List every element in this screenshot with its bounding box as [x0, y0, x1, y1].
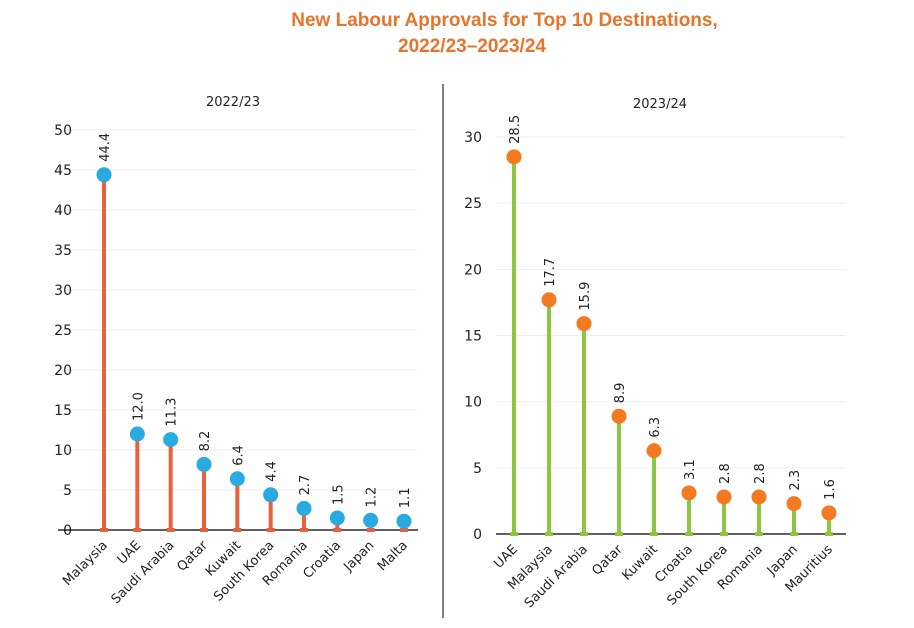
- data-label: 6.4: [231, 445, 246, 466]
- lollipop-marker: [821, 505, 837, 521]
- lollipop-marker: [751, 489, 767, 505]
- x-tick-label: Croatia: [300, 538, 344, 582]
- panel-2022-23: 2022/23 0 5 10 15 20 25 30 35 40 45 50 44.4 Malaysia 1…: [54, 95, 418, 607]
- stem-base: [615, 532, 623, 536]
- data-label: 12.0: [131, 392, 146, 421]
- lollipop-marker: [646, 443, 662, 459]
- lollipop-marker: [196, 456, 212, 472]
- lollipop-marker: [716, 489, 732, 505]
- data-label: 6.3: [648, 417, 663, 438]
- lollipop-marker: [296, 500, 312, 516]
- stem-base: [166, 528, 175, 532]
- stem-base: [685, 532, 693, 536]
- data-label: 44.4: [98, 133, 113, 162]
- stem-base: [399, 528, 408, 532]
- lollipop-marker: [786, 496, 802, 512]
- stem-base: [299, 528, 308, 532]
- data-label: 4.4: [265, 461, 280, 482]
- stem-base: [510, 532, 518, 536]
- y-tick-label: 30: [54, 283, 72, 299]
- stem-base: [720, 532, 728, 536]
- chart-title-line-2: 2022/23–2023/24: [398, 36, 546, 57]
- x-tick-label: Japan: [341, 538, 378, 575]
- stem-base: [650, 532, 658, 536]
- stem-base: [266, 528, 275, 532]
- y-tick-label: 25: [464, 196, 482, 212]
- data-label: 1.1: [398, 488, 413, 509]
- lollipop-marker: [611, 408, 627, 424]
- y-tick-label: 20: [464, 262, 482, 278]
- data-label: 3.1: [683, 459, 698, 480]
- stem-base: [233, 528, 242, 532]
- y-tick-label: 5: [473, 461, 482, 477]
- lollipop-marker: [229, 471, 245, 487]
- stem-base: [199, 528, 208, 532]
- panel-title: 2023/24: [633, 97, 687, 112]
- lollipop-marker: [541, 292, 557, 308]
- lollipop-marker: [129, 426, 145, 442]
- stem-base: [790, 532, 798, 536]
- y-tick-label: 30: [464, 130, 482, 146]
- x-tick-label: Malta: [375, 538, 411, 574]
- lollipop-marker: [576, 316, 592, 332]
- data-label: 8.2: [198, 431, 213, 452]
- data-label: 2.7: [298, 475, 313, 496]
- y-tick-label: 10: [464, 395, 482, 411]
- stem-base: [545, 532, 553, 536]
- y-tick-label: 0: [63, 523, 72, 539]
- data-label: 1.2: [365, 487, 380, 508]
- data-label: 1.5: [331, 484, 346, 505]
- chart-title: New Labour Approvals for Top 10 Destinat…: [0, 8, 914, 60]
- x-tick-label: Saudi Arabia: [522, 542, 591, 611]
- data-label: 2.8: [753, 463, 768, 484]
- y-tick-label: 50: [54, 123, 72, 139]
- data-label: 17.7: [543, 258, 558, 287]
- stem-base: [100, 528, 108, 532]
- lollipop-marker: [329, 510, 345, 526]
- y-tick-label: 35: [54, 243, 72, 259]
- lollipop-marker: [396, 513, 412, 529]
- data-label: 15.9: [578, 282, 593, 311]
- stem-base: [133, 528, 142, 532]
- y-tick-label: 25: [54, 323, 72, 339]
- y-tick-label: 15: [464, 329, 482, 345]
- y-tick-label: 20: [54, 363, 72, 379]
- x-tick-label: UAE: [115, 538, 144, 567]
- lollipop-marker: [96, 167, 112, 183]
- lollipop-marker: [506, 149, 522, 165]
- lollipop-marker: [263, 487, 279, 503]
- data-label: 2.8: [718, 463, 733, 484]
- data-label: 28.5: [508, 115, 523, 144]
- stem-base: [333, 528, 342, 532]
- x-tick-label: Malaysia: [60, 538, 111, 589]
- chart-title-line-1: New Labour Approvals for Top 10 Destinat…: [291, 10, 718, 31]
- data-label: 11.3: [165, 398, 180, 427]
- y-tick-label: 15: [54, 403, 72, 419]
- x-tick-label: UAE: [491, 542, 520, 571]
- data-label: 8.9: [613, 383, 628, 404]
- stem-base: [755, 532, 763, 536]
- y-tick-label: 0: [473, 527, 482, 543]
- lollipop-marker: [363, 512, 379, 528]
- stem-base: [825, 532, 833, 536]
- stem-base: [580, 532, 588, 536]
- y-tick-label: 10: [54, 443, 72, 459]
- stem-base: [366, 528, 375, 532]
- y-tick-label: 45: [54, 163, 72, 179]
- lollipop-marker: [163, 432, 179, 448]
- y-tick-label: 40: [54, 203, 72, 219]
- data-label: 1.6: [823, 479, 838, 500]
- panel-title: 2022/23: [206, 95, 260, 110]
- lollipop-marker: [681, 485, 697, 501]
- data-label: 2.3: [788, 470, 803, 491]
- y-tick-label: 5: [63, 483, 72, 499]
